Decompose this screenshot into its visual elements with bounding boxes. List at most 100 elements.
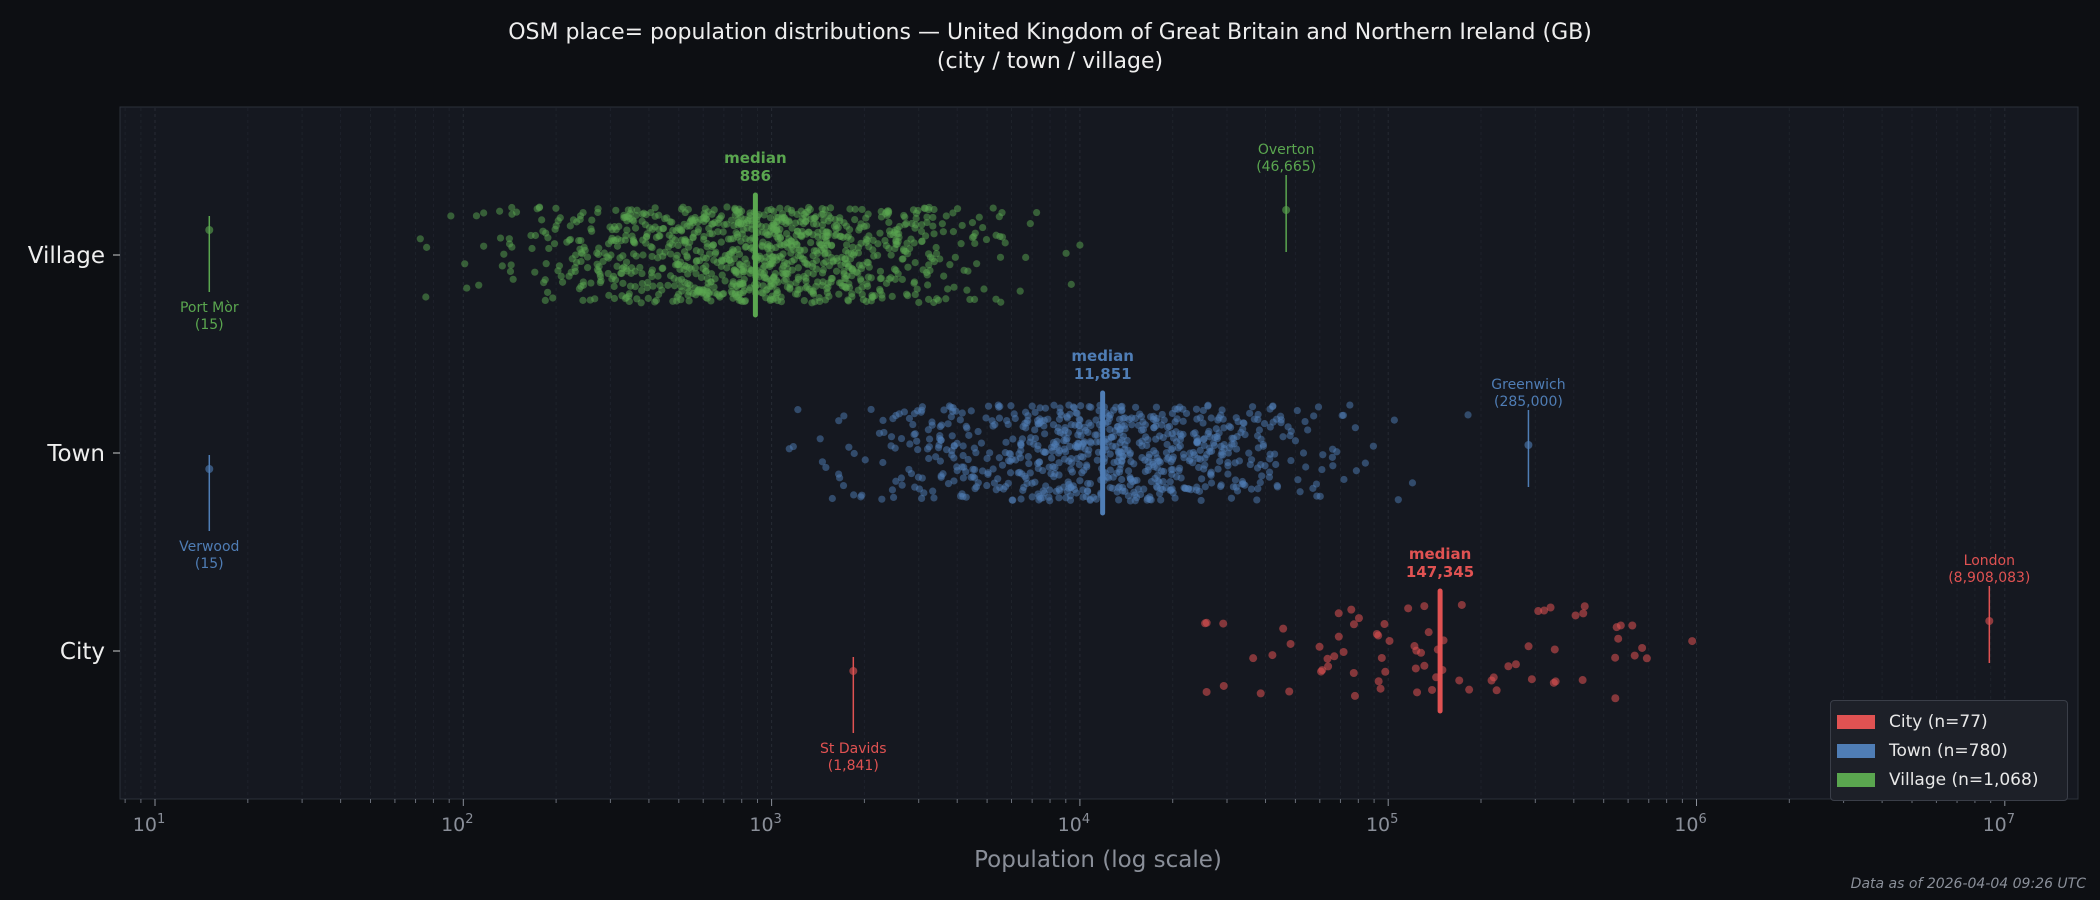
data-point	[680, 248, 689, 256]
data-point	[1310, 412, 1318, 420]
data-point	[1504, 662, 1513, 671]
data-point	[856, 275, 865, 283]
data-point	[913, 285, 921, 293]
data-point	[1163, 423, 1172, 431]
data-point	[746, 209, 754, 217]
data-point	[638, 217, 646, 225]
data-point	[805, 203, 813, 212]
data-point	[719, 228, 727, 236]
data-point	[803, 260, 812, 269]
data-point	[1219, 681, 1228, 690]
data-point	[1007, 402, 1015, 410]
data-point	[915, 298, 923, 307]
data-point	[1196, 446, 1204, 454]
data-point	[1024, 416, 1032, 425]
data-point	[719, 256, 727, 265]
data-point	[1266, 423, 1274, 431]
data-point	[605, 291, 613, 299]
data-point	[1246, 409, 1254, 417]
data-point	[844, 296, 852, 304]
data-point	[861, 456, 869, 464]
data-point	[794, 406, 802, 414]
data-point	[887, 274, 895, 282]
data-point	[655, 211, 663, 219]
data-point	[790, 256, 798, 264]
data-point	[876, 285, 884, 294]
data-point	[995, 454, 1003, 462]
data-point	[938, 220, 946, 228]
data-point	[659, 252, 667, 260]
data-point	[1159, 433, 1167, 442]
data-point	[1312, 480, 1321, 488]
data-point	[1253, 496, 1261, 504]
data-point	[950, 454, 958, 462]
data-point	[850, 491, 858, 499]
data-point	[963, 286, 971, 294]
data-point	[759, 289, 767, 297]
data-point	[986, 449, 994, 457]
data-point	[1035, 492, 1043, 501]
data-point	[800, 246, 809, 254]
data-point	[595, 244, 603, 252]
data-point	[1361, 459, 1369, 467]
data-point	[1179, 417, 1187, 425]
data-point	[930, 230, 938, 238]
data-point	[508, 203, 516, 212]
data-point	[1105, 414, 1114, 423]
data-point	[500, 250, 508, 258]
data-point	[684, 205, 692, 214]
data-point	[1279, 624, 1288, 633]
data-point	[1420, 602, 1429, 611]
data-point	[984, 402, 993, 410]
data-point	[889, 493, 898, 501]
title-line-2: (city / town / village)	[936, 49, 1164, 74]
data-point	[1324, 662, 1333, 671]
data-point	[1464, 411, 1472, 419]
data-point	[1056, 408, 1064, 416]
data-point	[885, 244, 893, 253]
data-point	[687, 217, 695, 225]
data-point	[1329, 462, 1337, 470]
data-point	[533, 205, 541, 213]
data-point	[832, 222, 841, 230]
data-point	[992, 231, 1000, 239]
data-point	[1079, 453, 1087, 461]
data-point	[700, 217, 708, 226]
data-point	[1611, 653, 1620, 662]
data-point	[867, 297, 875, 305]
data-point	[912, 214, 920, 223]
data-point	[1177, 474, 1185, 482]
data-point	[1016, 454, 1025, 462]
data-point	[1411, 664, 1420, 673]
data-point	[610, 294, 619, 303]
data-point	[508, 243, 516, 251]
data-point	[558, 278, 567, 286]
data-point	[677, 205, 686, 213]
data-point	[764, 240, 772, 249]
data-point	[1040, 489, 1048, 497]
data-point	[1134, 421, 1143, 430]
data-point	[917, 494, 926, 503]
data-point	[707, 297, 715, 305]
data-point	[508, 210, 516, 218]
data-point	[1079, 493, 1087, 501]
data-point	[878, 291, 886, 299]
data-point	[1253, 464, 1262, 472]
data-point	[737, 220, 745, 228]
data-point	[1174, 444, 1182, 452]
data-point	[1550, 645, 1559, 654]
data-point	[887, 251, 895, 259]
data-point	[625, 290, 633, 298]
data-point	[925, 203, 933, 211]
data-point	[1527, 675, 1536, 684]
data-point	[899, 255, 907, 263]
data-point	[1166, 478, 1174, 486]
data-point	[998, 209, 1006, 217]
data-point	[1214, 416, 1222, 424]
data-point	[1212, 425, 1220, 433]
data-point	[683, 222, 691, 230]
data-point	[1189, 448, 1197, 457]
data-point	[1076, 477, 1084, 485]
data-point	[804, 269, 812, 277]
data-point	[956, 492, 965, 500]
